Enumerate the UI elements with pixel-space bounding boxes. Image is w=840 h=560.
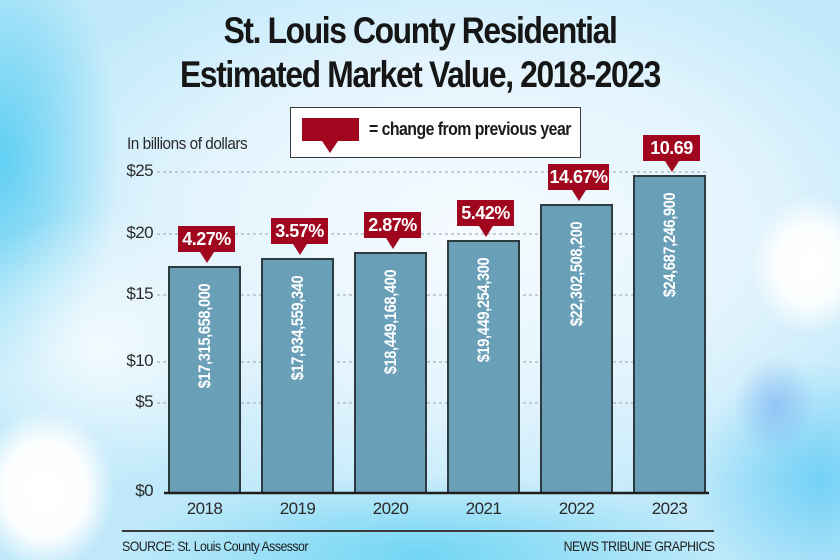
bar-2022 — [540, 204, 613, 494]
y-tick-label: $25 — [126, 161, 153, 180]
bar-2023 — [633, 175, 706, 494]
graphics-credit: NEWS TRIBUNE GRAPHICS — [563, 538, 714, 554]
bar-value-label: $17,934,559,340 — [287, 275, 307, 381]
chart-title-line-1: St. Louis County Residential — [223, 10, 618, 51]
y-tick-label: $10 — [126, 351, 153, 370]
x-tick-label: 2019 — [279, 499, 316, 518]
y-tick-label: $5 — [135, 392, 153, 411]
legend-label: = change from previous year — [369, 119, 571, 139]
change-callout: 3.57% — [271, 218, 328, 255]
x-tick-label: 2022 — [558, 499, 595, 518]
y-axis-unit-label: In billions of dollars — [127, 134, 248, 153]
source-note: SOURCE: St. Louis County Assessor — [122, 538, 308, 554]
legend-callout-swatch — [302, 118, 359, 153]
y-tick-label: $0 — [135, 481, 153, 500]
bar-value-label: $24,687,246,900 — [659, 192, 679, 298]
footer-divider — [122, 530, 714, 532]
x-tick-label: 2018 — [186, 499, 223, 518]
x-tick-label: 2023 — [651, 499, 688, 518]
y-tick-label: $15 — [126, 284, 153, 303]
x-tick-label: 2021 — [465, 499, 502, 518]
bar-2021 — [447, 240, 520, 494]
y-tick-label: $20 — [126, 223, 153, 242]
legend: = change from previous year — [290, 107, 581, 158]
change-callout: 10.69 — [643, 135, 700, 172]
bar-value-label: $22,302,508,200 — [566, 221, 586, 327]
x-tick-label: 2020 — [372, 499, 409, 518]
bar-2020 — [354, 252, 427, 494]
bar-value-label: $17,315,658,000 — [194, 283, 214, 389]
change-callout: 14.67% — [548, 164, 609, 201]
chart-title-line-2: Estimated Market Value, 2018-2023 — [180, 54, 661, 95]
change-callout: 4.27% — [178, 226, 235, 263]
change-callout: 2.87% — [364, 212, 421, 249]
bar-value-label: $19,449,254,300 — [473, 257, 493, 363]
bar-value-label: $18,449,168,400 — [380, 269, 400, 375]
change-callout: 5.42% — [457, 200, 514, 237]
